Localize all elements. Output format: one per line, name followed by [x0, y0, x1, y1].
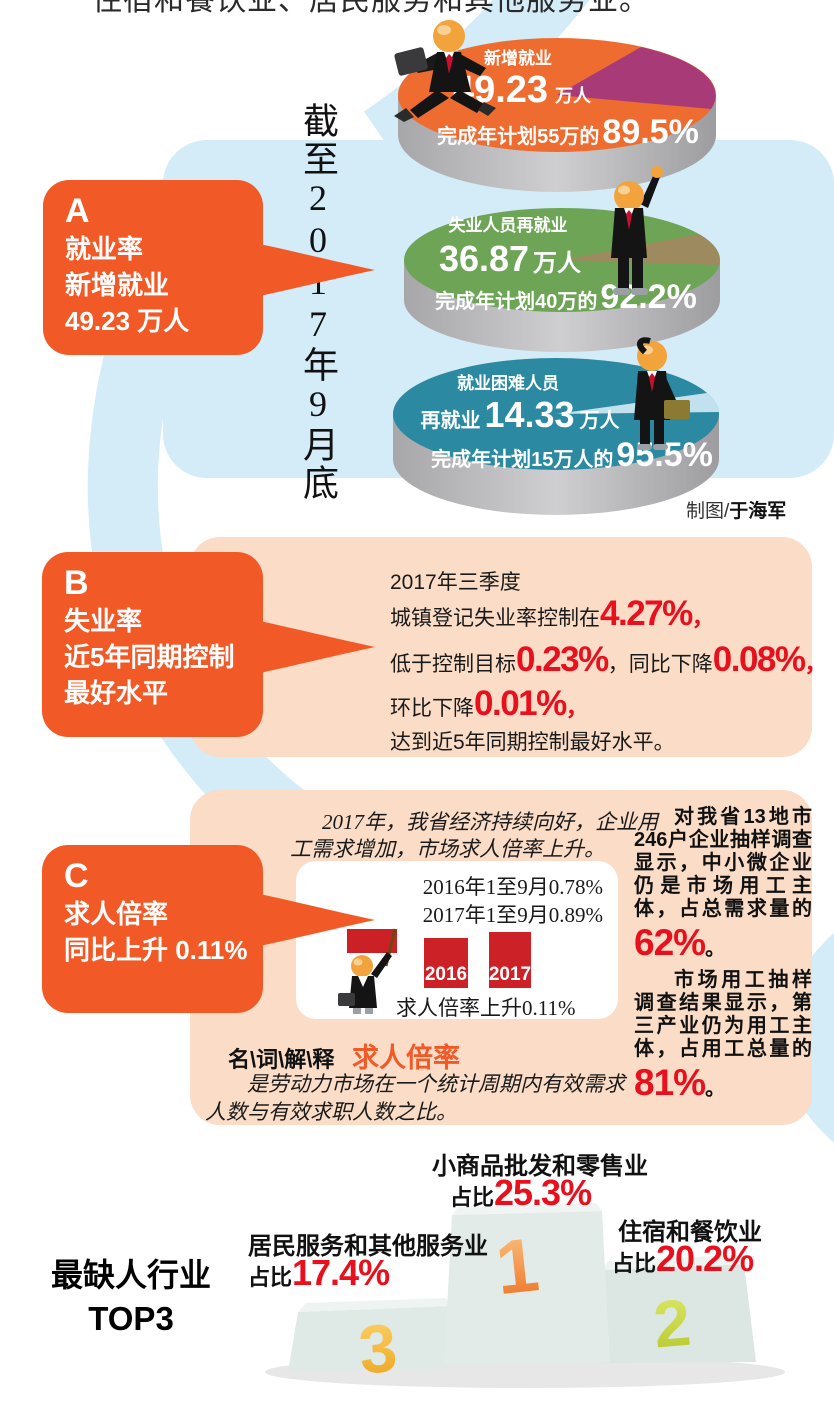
bar-2016-label: 2016 [424, 964, 468, 985]
top3-title: 最缺人行业 TOP3 [35, 1253, 227, 1341]
pie3-label: 就业困难人员 [457, 373, 559, 393]
businessman-walking-icon [394, 20, 496, 122]
top3-item2-ratio: 占比20.2% [612, 1238, 754, 1280]
c-survey-number: 62% [634, 922, 706, 963]
pie1-label: 新增就业 [484, 48, 552, 68]
b-stat-text: ，同比下降 [607, 653, 713, 676]
section-c-line: 同比上升 0.11% [64, 935, 248, 966]
b-stat-comma: ， [804, 650, 828, 676]
glossary-term: 求人倍率 [352, 1043, 460, 1073]
section-b-bubble: B 失业率 近5年同期控制 最好水平 [42, 552, 375, 737]
top3-item3-ratio: 占比17.4% [248, 1252, 390, 1294]
pie2-completion: 完成年计划40万的92.2% [435, 278, 697, 316]
top3-item3-label: 居民服务和其他服务业 [248, 1233, 488, 1260]
ratio-2016-text: 2016年1至9月0.78% [422, 875, 603, 899]
ratio-value: 17.4% [292, 1252, 390, 1293]
c-survey-number: 81% [634, 1062, 706, 1103]
b-stat-text: 环比下降 [390, 697, 474, 720]
glossary-definition: 是劳动力市场在一个统计周期内有效需求人数与有效求职人数之比。 [205, 1072, 625, 1124]
section-b-line: 近5年同期控制 [64, 642, 235, 673]
businessman-flag-icon [338, 928, 397, 1014]
pie-chart-difficult-reemployed: 就业困难人员 再就业 14.33 万人 完成年计划15万人的95.5% [393, 358, 719, 515]
top3-item1-label: 小商品批发和零售业 [432, 1153, 648, 1180]
top3-title-line1: 最缺人行业 [50, 1257, 211, 1293]
section-a-line: 就业率 [65, 234, 144, 265]
pie1-remainder-slice [557, 47, 716, 109]
c-intro-text: 工需求增加，市场求人倍率上升。 [290, 837, 605, 861]
b-stat-comma: ， [565, 694, 589, 720]
pie3-value: 再就业 14.33 万人 [420, 394, 620, 435]
bubble-tail-shape [260, 244, 375, 296]
podium-rank-2: 2 [650, 1285, 693, 1362]
b-stat-line: 城镇登记失业率控制在4.27%， [390, 594, 715, 634]
c-survey-paragraph-2: 市场用工抽样调查结果显示，第三产业仍为用工主体，占用工总量的81%。 [634, 969, 812, 1105]
ratio-value: 25.3% [494, 1172, 592, 1213]
credit-prefix: 制图/ [686, 501, 730, 522]
b-stat-number: 4.27% [600, 594, 693, 633]
c-survey-text: 对我省13地市246户企业抽样调查显示，中小微企业仍是市场用工主体，占总需求量的 [634, 806, 812, 920]
ratio-value: 20.2% [656, 1238, 754, 1279]
bar-2017-label: 2017 [488, 964, 532, 985]
b-period-text: 2017年三季度 [390, 571, 521, 594]
b-stat-number: 0.01% [474, 684, 567, 723]
podium-rank-3: 3 [356, 1310, 400, 1389]
ratio-prefix: 占比 [450, 1185, 495, 1210]
pie1-completion: 完成年计划55万的89.5% [437, 113, 699, 151]
pie3-completion: 完成年计划15万人的95.5% [431, 436, 713, 474]
ratio-2017-text: 2017年1至9月0.89% [422, 903, 603, 927]
c-survey-text: 。 [705, 1078, 726, 1100]
b-stat-number: 0.23% [516, 640, 609, 679]
bubble-tail-shape [260, 621, 375, 673]
top-clipped-text: 住宿和餐饮业、居民服务和其他服务业。 [92, 0, 650, 17]
credit-name: 于海军 [729, 501, 787, 522]
c-survey-column: 对我省13地市246户企业抽样调查显示，中小微企业仍是市场用工主体，占总需求量的… [634, 806, 812, 1105]
b-stat-number: 0.08% [712, 640, 806, 679]
glossary-label: 名\词\解\释 [228, 1047, 335, 1072]
bubble-tail-shape [260, 894, 375, 946]
pie2-value: 36.87 万人 [439, 238, 581, 279]
c-intro-text: 2017年，我省经济持续向好，企业用 [322, 810, 658, 834]
section-a-bubble: A 就业率 新增就业 49.23 万人 [43, 180, 375, 355]
section-c-letter: C [64, 857, 89, 895]
ratio-prefix: 占比 [248, 1265, 293, 1290]
section-b-line: 失业率 [64, 606, 143, 637]
businessman-raised-arm-icon [611, 166, 663, 295]
c-survey-paragraph-1: 对我省13地市246户企业抽样调查显示，中小微企业仍是市场用工主体，占总需求量的… [634, 806, 812, 965]
bar-2016: 2016 [424, 938, 468, 988]
businessman-salute-icon [634, 337, 690, 450]
section-b-letter: B [64, 564, 89, 602]
pie-chart-reemployed: 失业人员再就业 36.87 万人 完成年计划40万的92.2% [404, 208, 720, 352]
bar-2017: 2017 [489, 932, 531, 988]
b-stat-line: 低于控制目标0.23%，同比下降0.08%， [390, 640, 828, 680]
b-stat-comma: ， [691, 604, 715, 630]
section-a-line: 49.23 万人 [65, 306, 190, 337]
b-stat-text: 城镇登记失业率控制在 [390, 607, 600, 630]
b-stat-text: 低于控制目标 [390, 653, 516, 676]
podium-rank-1: 1 [492, 1222, 543, 1311]
b-conclusion-text: 达到近5年同期控制最好水平。 [390, 731, 675, 754]
podium-illustration: 1 2 3 [265, 1203, 785, 1389]
c-survey-text: 。 [705, 938, 726, 960]
section-b-line: 最好水平 [64, 678, 169, 709]
top3-title-line2: TOP3 [88, 1300, 174, 1337]
ratio-prefix: 占比 [612, 1251, 657, 1276]
b-stat-line: 环比下降0.01%， [390, 684, 589, 724]
vertical-date-title: 截至2017年9月底 [298, 102, 338, 502]
section-a-line: 新增就业 [65, 270, 170, 301]
top3-item2-label: 住宿和餐饮业 [618, 1219, 762, 1246]
section-c-line: 求人倍率 [64, 899, 169, 930]
credit-line: 制图/于海军 [686, 496, 786, 523]
section-c-bubble: C 求人倍率 同比上升 0.11% [42, 845, 375, 1013]
c-survey-text: 市场用工抽样调查结果显示，第三产业仍为用工主体，占用工总量的 [634, 969, 812, 1060]
pie2-label: 失业人员再就业 [449, 215, 568, 235]
bar-chart-note: 求人倍率上升0.11% [396, 996, 576, 1020]
section-a-letter: A [65, 192, 90, 230]
top3-item1-ratio: 占比25.3% [450, 1172, 592, 1214]
